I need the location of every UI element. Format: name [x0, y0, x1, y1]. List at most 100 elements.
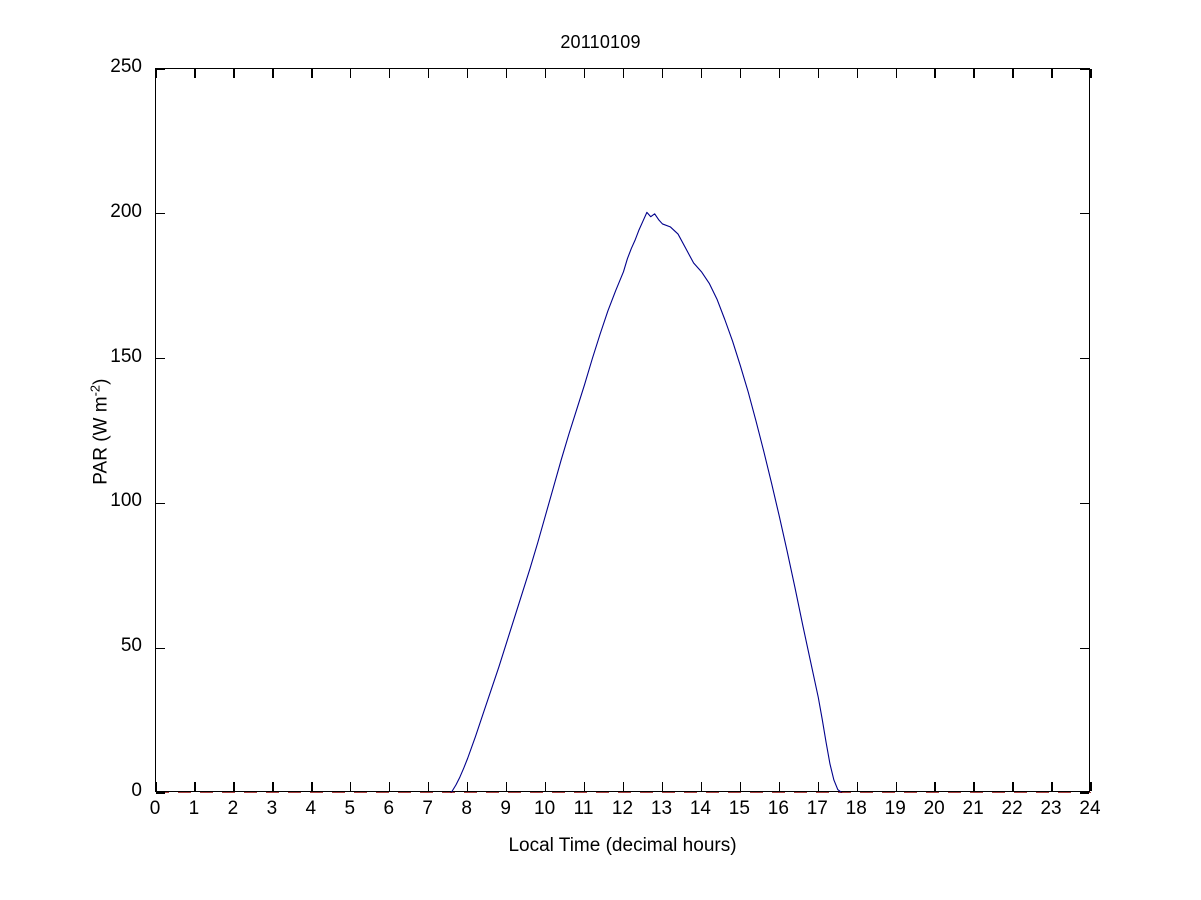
- x-tick-label-7: 7: [422, 798, 433, 819]
- x-tick-label-1: 1: [188, 798, 200, 819]
- y-tick-right-250: [1080, 68, 1089, 70]
- x-tick-top-20: [934, 69, 936, 78]
- x-tick-top-2: [233, 69, 235, 78]
- x-tick-top-4: [311, 69, 313, 78]
- x-tick-top-15: [739, 69, 742, 78]
- plot-series-svg: [156, 211, 1091, 793]
- x-tick-label-3: 3: [266, 798, 278, 819]
- x-tick-12: [622, 782, 625, 791]
- x-tick-top-1: [194, 69, 196, 78]
- x-tick-7: [428, 782, 430, 791]
- y-tick-right-0: [1080, 792, 1089, 794]
- y-tick-label-0: 0: [131, 780, 142, 801]
- x-tick-14: [700, 782, 703, 791]
- x-tick-label-19: 19: [884, 798, 906, 819]
- x-tick-label-10: 10: [534, 798, 556, 819]
- x-tick-label-12: 12: [611, 798, 634, 819]
- x-tick-23: [1051, 782, 1053, 791]
- x-tick-top-19: [895, 69, 897, 78]
- x-tick-8: [466, 782, 469, 791]
- x-tick-11: [583, 782, 586, 791]
- x-tick-top-18: [856, 69, 858, 78]
- y-tick-label-200: 200: [110, 200, 142, 222]
- x-tick-21: [973, 782, 975, 791]
- x-tick-top-24: [1090, 69, 1092, 78]
- x-tick-label-22: 22: [1001, 798, 1023, 819]
- y-tick-200: [156, 213, 165, 215]
- y-axis-label: PAR (W m-2): [87, 70, 112, 794]
- x-tick-top-5: [350, 69, 352, 78]
- x-tick-top-12: [622, 69, 625, 78]
- x-tick-15: [739, 782, 742, 791]
- y-axis-label-exponent: -2: [87, 384, 103, 397]
- x-tick-top-8: [466, 69, 469, 78]
- x-tick-19: [895, 782, 897, 791]
- y-tick-150: [156, 357, 165, 360]
- y-tick-0: [156, 792, 165, 794]
- x-tick-top-7: [428, 69, 430, 78]
- x-tick-label-20: 20: [923, 798, 945, 819]
- x-tick-label-8: 8: [461, 798, 472, 819]
- chart-title: 20110109: [560, 32, 641, 52]
- x-tick-top-10: [544, 69, 547, 78]
- x-tick-label-2: 2: [227, 798, 239, 819]
- x-tick-label-24: 24: [1079, 798, 1101, 819]
- y-tick-label-250: 250: [110, 56, 142, 77]
- x-tick-1: [194, 782, 196, 791]
- x-tick-label-16: 16: [767, 798, 789, 819]
- x-tick-13: [661, 782, 664, 791]
- x-tick-label-17: 17: [806, 798, 828, 819]
- x-tick-label-9: 9: [500, 798, 511, 819]
- x-tick-4: [311, 782, 313, 791]
- x-tick-label-0: 0: [149, 798, 161, 819]
- x-tick-label-13: 13: [650, 798, 673, 819]
- x-tick-top-23: [1051, 69, 1053, 78]
- y-tick-label-150: 150: [110, 345, 142, 367]
- x-tick-top-14: [700, 69, 703, 78]
- x-tick-10: [544, 782, 547, 791]
- x-tick-top-13: [661, 69, 664, 78]
- x-tick-label-21: 21: [962, 798, 984, 819]
- x-tick-label-14: 14: [689, 798, 711, 819]
- y-tick-right-150: [1080, 357, 1089, 360]
- x-tick-top-3: [272, 69, 274, 78]
- y-axis-label-prefix: PAR (W m: [90, 396, 112, 485]
- x-tick-top-16: [778, 69, 781, 78]
- x-tick-5: [350, 782, 352, 791]
- x-tick-top-21: [973, 69, 975, 78]
- x-tick-top-22: [1012, 69, 1014, 78]
- y-tick-250: [156, 68, 165, 70]
- x-tick-label-6: 6: [383, 798, 395, 819]
- x-tick-17: [817, 782, 819, 791]
- x-tick-22: [1012, 782, 1014, 791]
- y-tick-100: [156, 502, 165, 505]
- x-tick-2: [233, 782, 235, 791]
- y-tick-right-200: [1080, 213, 1089, 215]
- plot-axes-box: [155, 68, 1092, 794]
- x-tick-18: [856, 782, 858, 791]
- x-tick-label-23: 23: [1040, 798, 1062, 819]
- x-tick-label-5: 5: [344, 798, 356, 819]
- y-tick-right-50: [1080, 647, 1089, 649]
- x-tick-label-4: 4: [305, 798, 317, 819]
- y-axis-label-suffix: ): [90, 378, 112, 385]
- x-tick-top-17: [817, 69, 819, 78]
- x-tick-9: [505, 782, 508, 791]
- x-tick-label-18: 18: [845, 798, 867, 819]
- y-tick-label-50: 50: [120, 635, 142, 657]
- series-line-PAR: [449, 211, 844, 793]
- x-tick-top-6: [389, 69, 391, 78]
- x-tick-6: [389, 782, 391, 791]
- x-tick-20: [934, 782, 936, 791]
- y-tick-label-100: 100: [110, 490, 142, 512]
- x-tick-0: [155, 782, 157, 791]
- x-tick-label-11: 11: [573, 798, 594, 819]
- x-tick-16: [778, 782, 781, 791]
- x-tick-label-15: 15: [728, 798, 750, 819]
- x-tick-top-9: [505, 69, 508, 78]
- x-tick-24: [1090, 782, 1092, 791]
- x-tick-top-0: [155, 69, 157, 78]
- y-tick-50: [156, 647, 165, 649]
- x-axis-label: Local Time (decimal hours): [508, 835, 737, 856]
- x-tick-top-11: [583, 69, 586, 78]
